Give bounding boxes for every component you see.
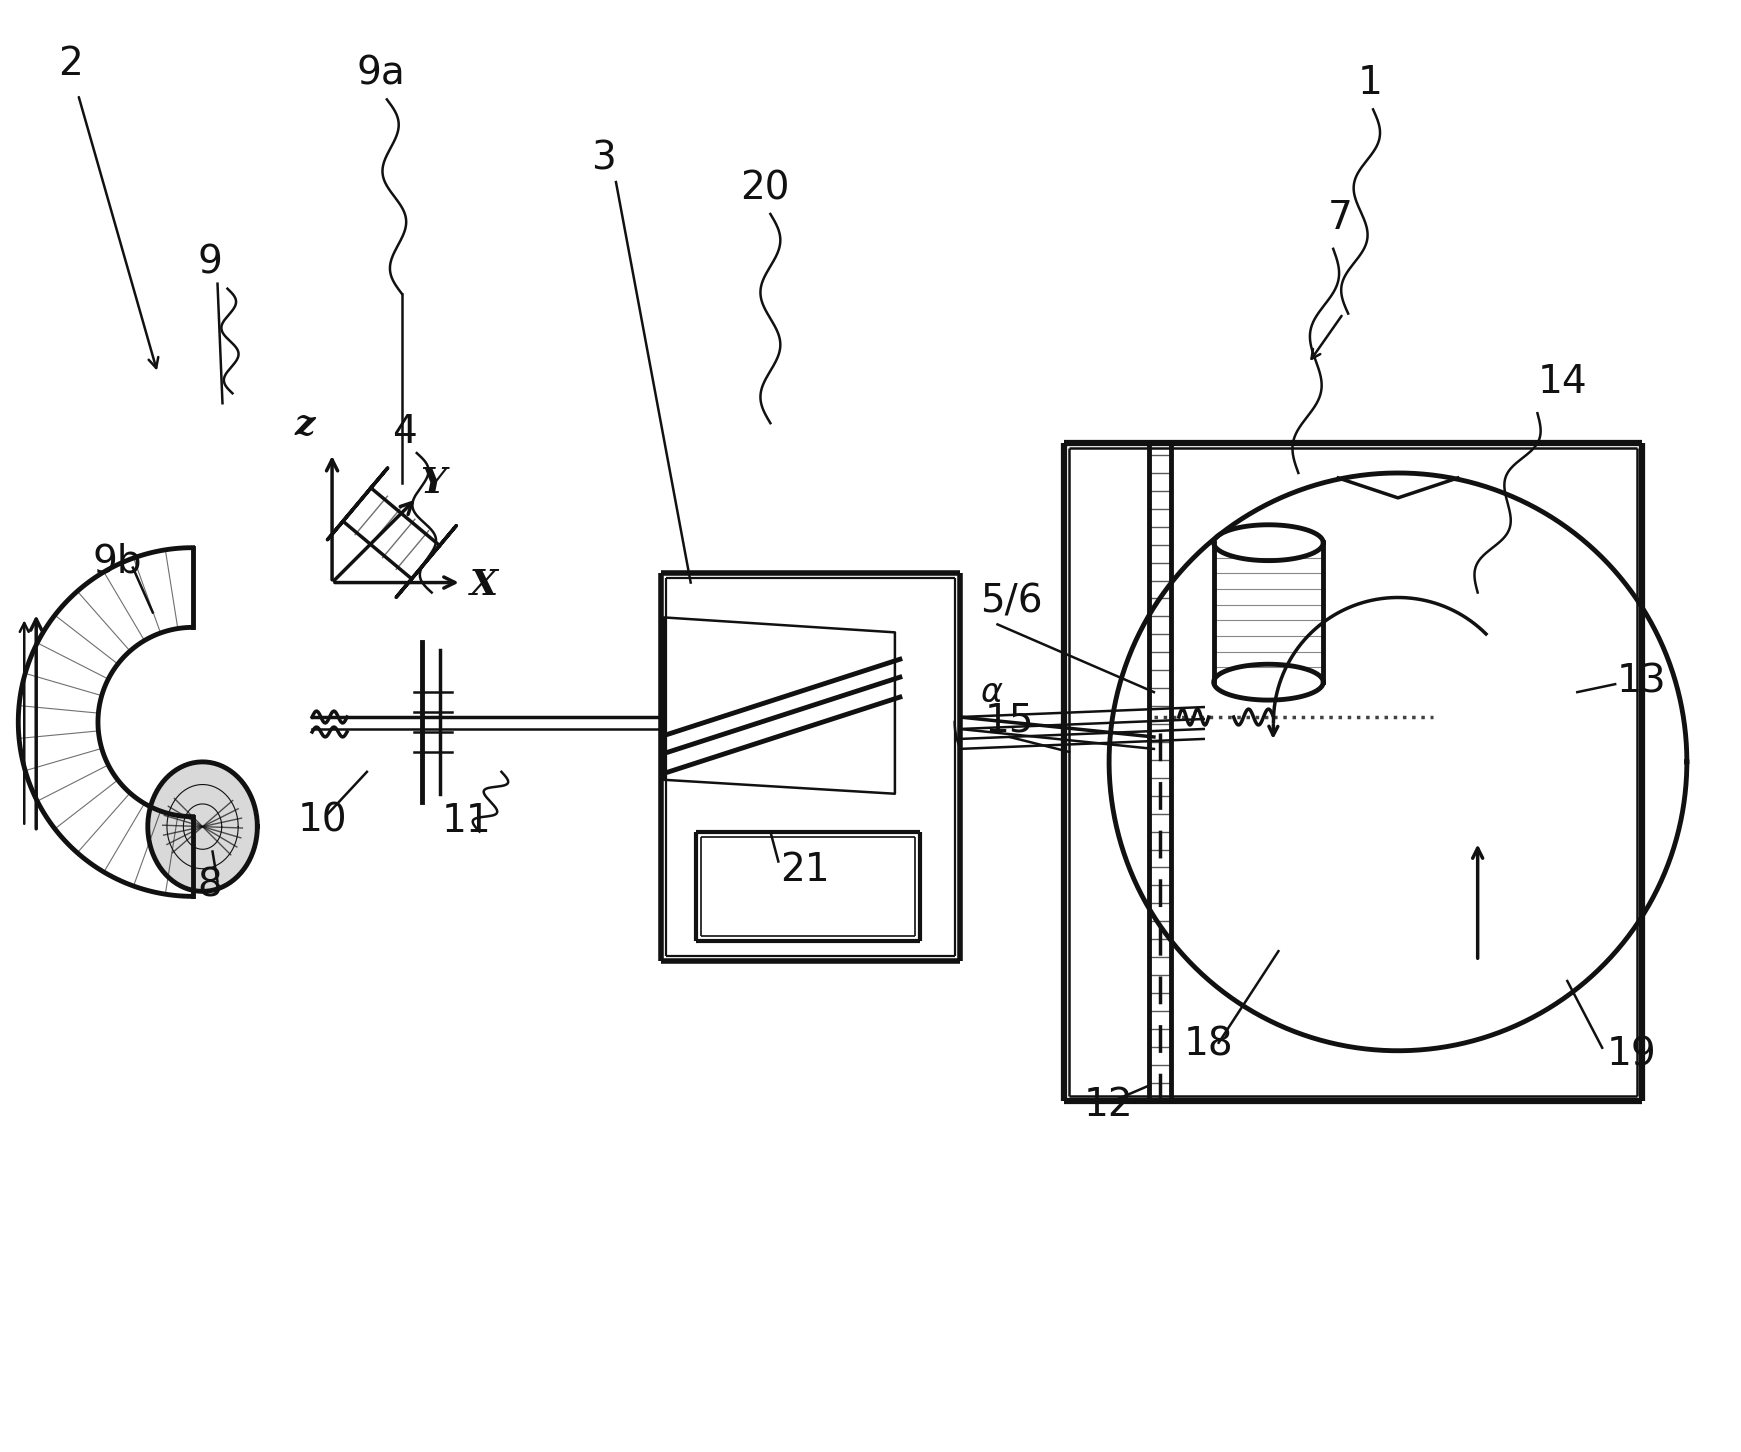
Text: z: z xyxy=(294,408,315,441)
Text: $\alpha$: $\alpha$ xyxy=(980,677,1003,709)
Text: 11: 11 xyxy=(442,802,491,839)
Text: 1: 1 xyxy=(1358,64,1382,103)
Text: 21: 21 xyxy=(780,851,830,890)
Text: 9a: 9a xyxy=(357,55,406,93)
Text: 20: 20 xyxy=(740,168,790,208)
Text: 2: 2 xyxy=(57,45,84,83)
Text: 13: 13 xyxy=(1617,662,1666,700)
Text: 10: 10 xyxy=(298,802,346,839)
Text: 9: 9 xyxy=(197,244,223,282)
Text: Y: Y xyxy=(420,466,446,499)
Text: 4: 4 xyxy=(392,412,416,452)
Text: 12: 12 xyxy=(1085,1086,1133,1124)
Text: 18: 18 xyxy=(1184,1025,1233,1064)
Text: 9b: 9b xyxy=(92,543,143,581)
Text: 3: 3 xyxy=(592,139,616,177)
Text: 8: 8 xyxy=(197,867,223,905)
Text: 7: 7 xyxy=(1328,199,1353,237)
Text: 5/6: 5/6 xyxy=(980,582,1043,620)
Text: X: X xyxy=(470,568,498,601)
Polygon shape xyxy=(148,762,258,892)
Text: 14: 14 xyxy=(1537,363,1588,401)
Text: 15: 15 xyxy=(985,701,1034,741)
Text: 19: 19 xyxy=(1607,1035,1657,1073)
